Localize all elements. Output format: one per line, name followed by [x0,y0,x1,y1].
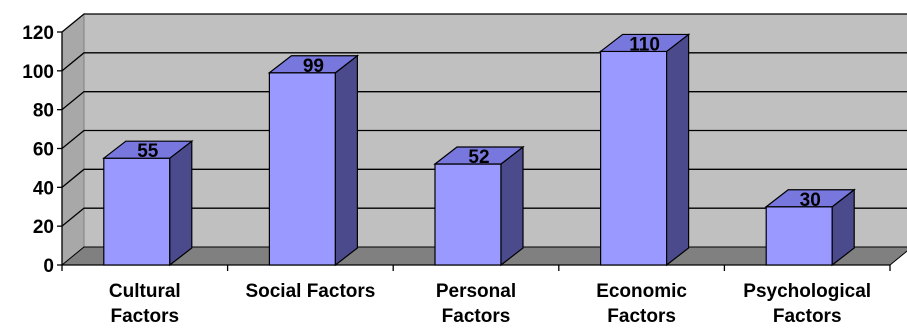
y-axis-ticks: 0 20 40 60 80 100 120 [22,23,62,277]
bar-side [334,54,358,267]
bar [267,54,360,267]
x-tick-label: Factors [110,306,179,327]
data-label: 110 [629,34,660,55]
bar-front [599,50,668,266]
x-tick-label: Social Factors [245,281,375,302]
bar [102,139,194,267]
x-tick-label: Factors [442,306,511,327]
bar-top [267,55,360,74]
y-tick-label: 60 [33,140,54,161]
y-tick-label: 120 [22,23,54,44]
y-tick-label: 0 [43,256,54,277]
value-labels: 55 99 52 110 30 [137,34,821,210]
data-label: 52 [468,147,489,168]
bar-top [764,189,856,208]
data-label: 99 [303,56,324,77]
bar-front [434,163,502,266]
x-tick-label: Factors [607,306,676,327]
bars [102,33,856,267]
data-label: 30 [800,190,821,211]
y-tick-label: 20 [33,217,54,238]
bar [764,188,856,267]
bar-top [433,146,525,165]
x-tick-label: Factors [773,306,842,327]
x-tick-label: Personal [436,281,516,302]
bar-front [103,157,171,266]
x-axis-labels: Cultural Factors Social Factors Personal Fac… [109,281,871,327]
x-tick-label: Psychological [743,281,871,302]
y-tick-label: 40 [33,178,54,199]
bar-side [665,33,690,267]
gridline [61,13,907,33]
bar-side [500,145,524,267]
x-tick-label: Cultural [109,281,181,302]
y-tick-label: 80 [33,101,54,122]
bar-front [765,206,833,266]
data-label: 55 [137,141,159,162]
bar-side [169,139,193,267]
y-tick-label: 100 [22,62,54,83]
x-tick-label: Economic [596,281,687,302]
bar [598,33,691,267]
bar-top [598,33,691,53]
bar-front [268,72,336,266]
bar [433,145,525,267]
bar-top [102,140,194,159]
